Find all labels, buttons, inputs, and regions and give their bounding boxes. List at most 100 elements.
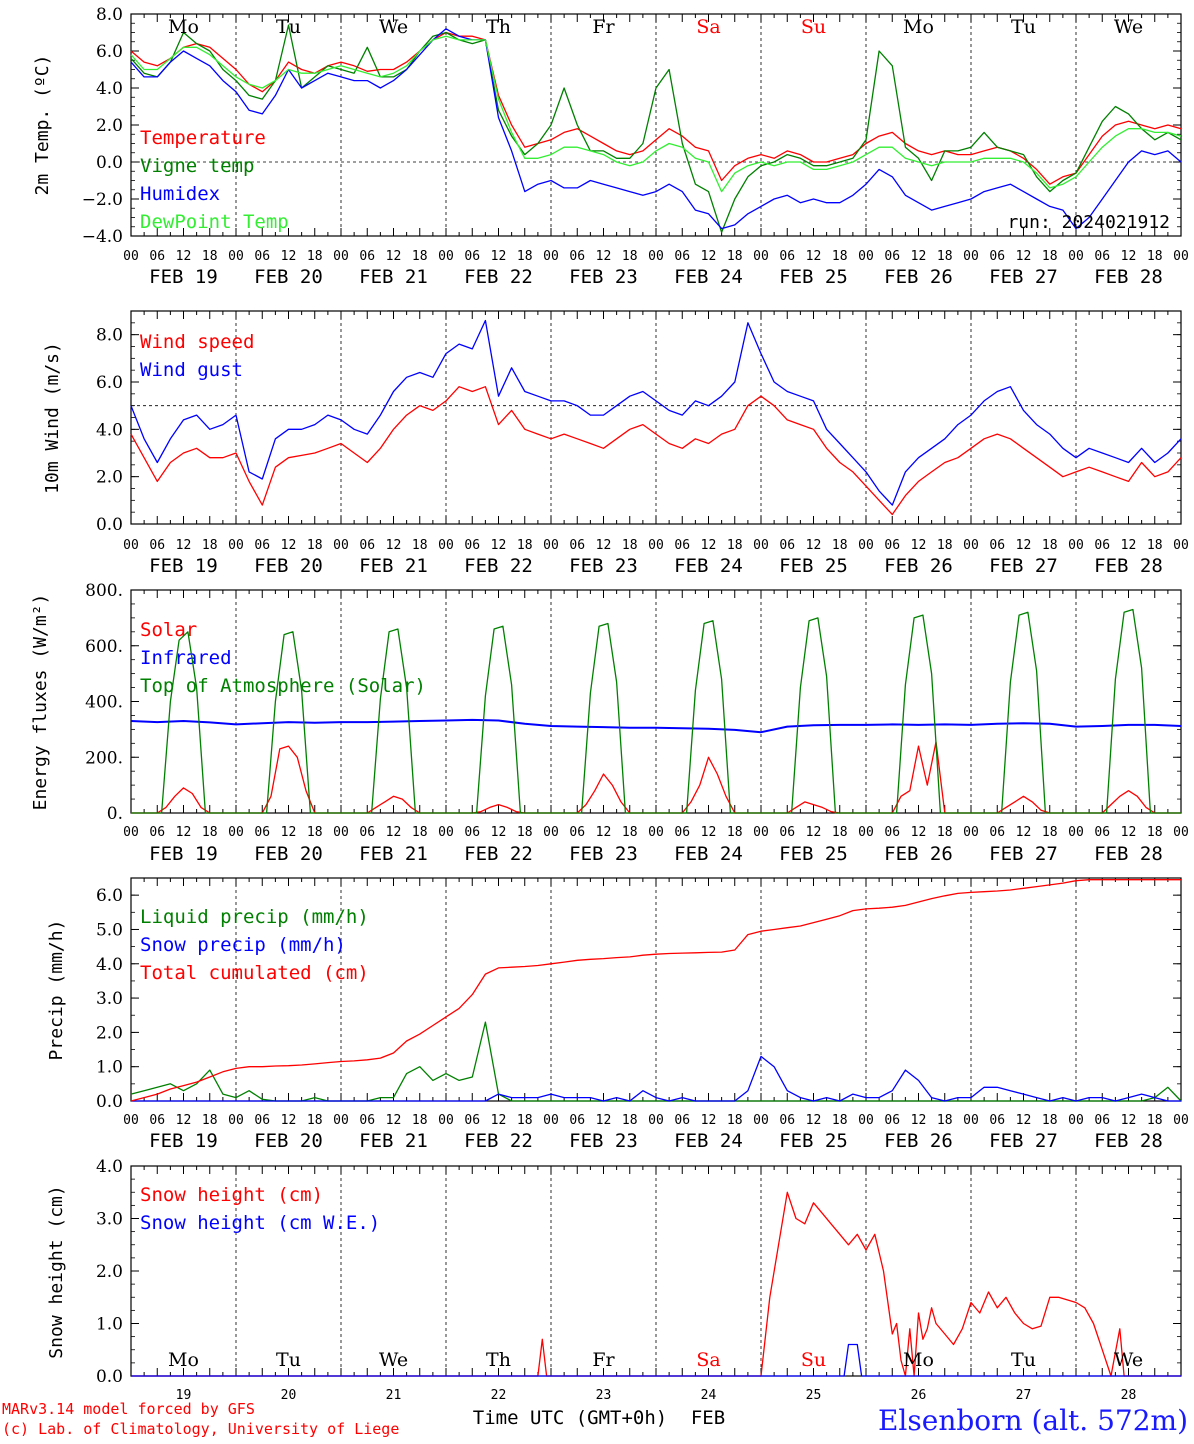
date-label: FEB 26: [884, 555, 953, 577]
date-label: FEB 25: [779, 555, 848, 577]
hour-tick-label: 00: [1068, 538, 1084, 553]
hour-tick-label: 06: [359, 538, 375, 553]
y-tick-label: 4.0: [96, 420, 123, 440]
series-line-total-cumulated-cm: [130, 879, 1181, 1102]
hour-tick-label: 12: [491, 538, 507, 553]
hour-tick-label: 00: [753, 825, 769, 840]
footer: MARv3.14 model forced by GFS (c) Lab. of …: [2, 1400, 1188, 1438]
hour-tick-label: 06: [989, 249, 1005, 264]
y-tick-label: 3.0: [96, 989, 123, 1009]
hour-tick-label: 18: [1147, 538, 1163, 553]
day-number: 24: [701, 1388, 717, 1403]
hour-tick-label: 12: [176, 1113, 192, 1128]
series-line-humidex: [130, 28, 1182, 230]
hour-tick-label: 00: [753, 1113, 769, 1128]
hour-tick-label: 06: [569, 249, 585, 264]
hour-tick-label: 06: [884, 249, 900, 264]
y-tick-label: 5.0: [96, 920, 123, 940]
date-label: FEB 24: [674, 555, 743, 577]
hour-tick-label: 12: [1016, 538, 1032, 553]
hour-tick-label: 18: [1147, 249, 1163, 264]
weekday-label: Mo: [168, 16, 199, 38]
hour-tick-label: 18: [727, 1113, 743, 1128]
hour-tick-label: 06: [149, 249, 165, 264]
hour-tick-label: 00: [1068, 1113, 1084, 1128]
hour-tick-label: 12: [176, 249, 192, 264]
hour-tick-label: 00: [438, 825, 454, 840]
y-tick-label: 6.0: [96, 886, 123, 906]
hour-tick-label: 12: [701, 825, 717, 840]
hour-tick-label: 18: [202, 249, 218, 264]
hour-tick-label: 00: [858, 538, 874, 553]
weekday-label: We: [1114, 1349, 1143, 1371]
hour-tick-label: 00: [1068, 825, 1084, 840]
date-label: FEB 27: [989, 843, 1058, 865]
plot-frame: [130, 589, 1182, 814]
hour-tick-label: 00: [228, 249, 244, 264]
series-line-dewpoint-temp: [130, 35, 1182, 193]
date-label: FEB 19: [149, 843, 218, 865]
hour-tick-label: 12: [386, 825, 402, 840]
hour-tick-label: 06: [254, 825, 270, 840]
legend-label: Wind gust: [140, 359, 243, 381]
hour-tick-label: 06: [569, 825, 585, 840]
hour-tick-label: 06: [1094, 825, 1110, 840]
hour-tick-label: 06: [674, 825, 690, 840]
hour-tick-label: 00: [333, 1113, 349, 1128]
date-label: FEB 22: [464, 555, 533, 577]
y-tick-label: 200.: [85, 748, 123, 768]
panel-5: 0.0 1.0 2.0 3.0 4.0 Snow height (cm) Snow heig…: [46, 1157, 1182, 1387]
legend-label: Liquid precip (mm/h): [140, 906, 369, 928]
hour-tick-label: 12: [806, 538, 822, 553]
date-label: FEB 28: [1094, 843, 1163, 865]
hour-tick-label: 00: [438, 538, 454, 553]
hour-tick-label: 12: [386, 538, 402, 553]
hour-tick-label: 12: [596, 1113, 612, 1128]
hour-tick-label: 18: [727, 825, 743, 840]
hour-tick-label: 12: [1121, 1113, 1137, 1128]
y-axis-label: 10m Wind (m/s): [42, 342, 63, 494]
hour-tick-label: 06: [254, 1113, 270, 1128]
panel-3: 0. 200. 400. 600. 800. Energy fluxes (W/m²) So…: [30, 581, 1189, 865]
hour-tick-label: 06: [149, 1113, 165, 1128]
hour-tick-label: 00: [648, 538, 664, 553]
date-label: FEB 27: [989, 555, 1058, 577]
hour-tick-label: 12: [596, 825, 612, 840]
date-label: FEB 25: [779, 1130, 848, 1152]
hour-tick-label: 18: [937, 249, 953, 264]
hour-tick-label: 18: [727, 249, 743, 264]
hour-tick-label: 18: [202, 538, 218, 553]
y-tick-label: 0.0: [96, 515, 123, 535]
hour-tick-label: 00: [1173, 1113, 1189, 1128]
hour-tick-label: 06: [464, 825, 480, 840]
station-name: Elsenborn (alt. 572m): [878, 1404, 1188, 1437]
y-tick-label: 1.0: [96, 1058, 123, 1078]
series-line-liquid-precip-mm-h: [130, 1021, 1182, 1102]
date-label: FEB 19: [149, 266, 218, 288]
hour-tick-label: 18: [622, 538, 638, 553]
hour-tick-label: 12: [281, 1113, 297, 1128]
hour-tick-label: 06: [1094, 538, 1110, 553]
date-label: FEB 28: [1094, 266, 1163, 288]
hour-tick-label: 00: [648, 1113, 664, 1128]
date-label: FEB 21: [359, 1130, 428, 1152]
date-label: FEB 22: [464, 266, 533, 288]
day-number-row: 19 20 21 22 23 24 25 26 27 28: [176, 1388, 1137, 1403]
hour-tick-label: 06: [779, 538, 795, 553]
date-label: FEB 26: [884, 1130, 953, 1152]
hour-tick-label: 06: [464, 538, 480, 553]
hour-tick-label: 06: [884, 1113, 900, 1128]
hour-tick-label: 00: [1068, 249, 1084, 264]
weekday-label: Tu: [276, 16, 301, 38]
weekday-label: We: [379, 16, 408, 38]
hour-tick-label: 00: [333, 825, 349, 840]
hour-tick-label: 18: [307, 1113, 323, 1128]
y-tick-label: 6.0: [96, 42, 123, 62]
legend-label: Solar: [140, 619, 197, 641]
hour-tick-label: 06: [359, 1113, 375, 1128]
hour-tick-label: 00: [123, 538, 139, 553]
hour-tick-label: 00: [438, 1113, 454, 1128]
legend-label: Snow height (cm W.E.): [140, 1212, 380, 1234]
hour-tick-label: 12: [491, 825, 507, 840]
hour-tick-label: 12: [1016, 1113, 1032, 1128]
